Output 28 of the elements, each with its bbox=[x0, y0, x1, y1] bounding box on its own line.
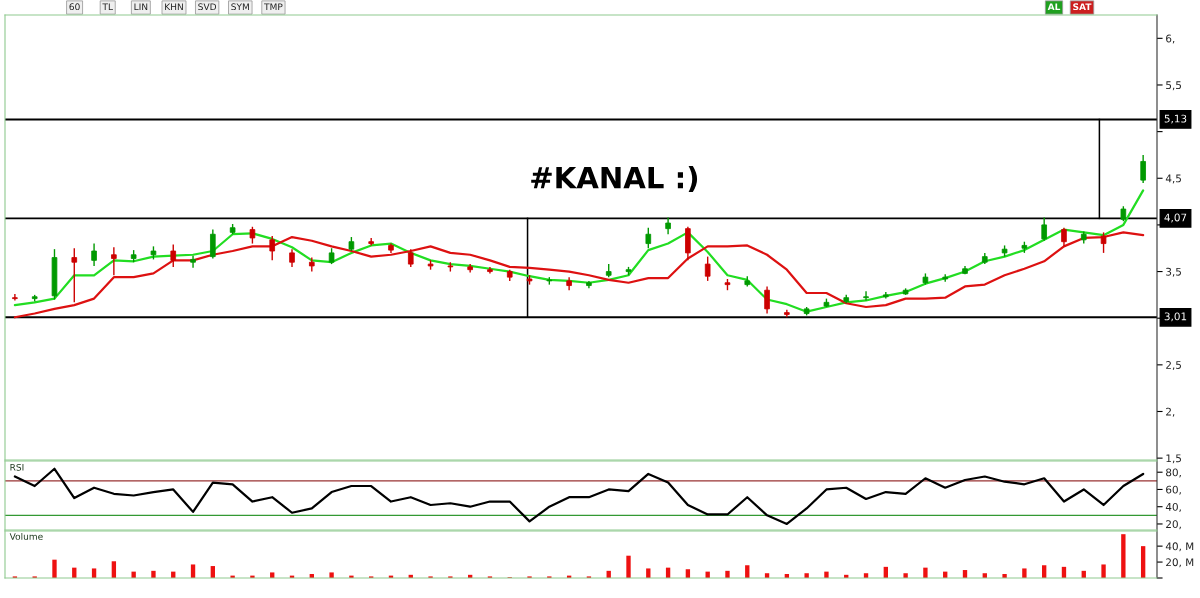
text: 60 bbox=[69, 3, 80, 11]
y-tick-label: 40, bbox=[1165, 502, 1181, 512]
y-tick-label: 20, bbox=[1166, 520, 1181, 530]
y-tick-label: 4,5 bbox=[1165, 174, 1181, 184]
y-tick-label: 2, bbox=[1166, 407, 1175, 417]
text: KHN bbox=[165, 3, 183, 10]
ref-line-label: 4,07 bbox=[1164, 213, 1187, 223]
text: SAT bbox=[1073, 3, 1092, 11]
y-tick-label: 20, M bbox=[1166, 558, 1194, 568]
y-tick-label: 60, bbox=[1166, 485, 1181, 495]
text: SVD bbox=[198, 3, 217, 11]
y-tick-label: 6, bbox=[1166, 34, 1175, 44]
y-tick-label: 1,5 bbox=[1166, 454, 1181, 464]
text: TL bbox=[102, 3, 113, 10]
text: TMP bbox=[264, 3, 283, 10]
text: LIN bbox=[134, 3, 148, 10]
y-tick-label: 2,5 bbox=[1166, 361, 1181, 371]
annotation: #KANAL :) bbox=[531, 166, 698, 192]
ref-line-label: 3,01 bbox=[1164, 312, 1187, 322]
y-tick-label: 5,5 bbox=[1166, 81, 1181, 91]
y-tick-label: 3,5 bbox=[1166, 267, 1181, 277]
text: AL bbox=[1047, 3, 1061, 10]
ref-line-label: 5,13 bbox=[1164, 114, 1187, 124]
y-tick-label: 40, M bbox=[1165, 542, 1194, 552]
chart-title: RSI bbox=[10, 463, 24, 471]
text: SYM bbox=[231, 3, 249, 11]
chart-title: Volume bbox=[9, 532, 43, 540]
y-tick-label: 80, bbox=[1166, 468, 1181, 478]
